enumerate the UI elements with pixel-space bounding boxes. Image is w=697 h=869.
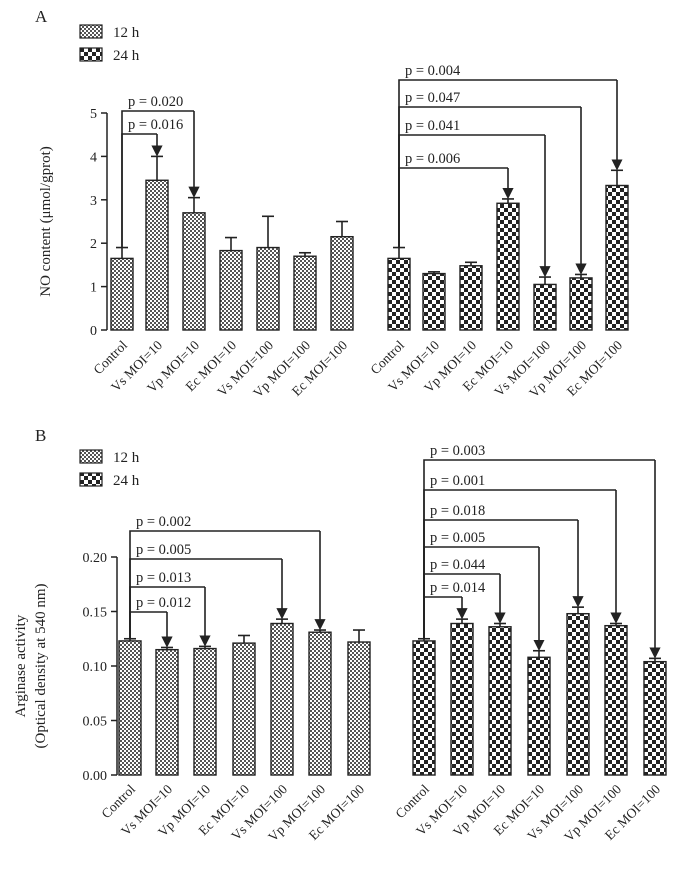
y-tick-label: 1 — [90, 281, 97, 296]
y-tick-label: 2 — [90, 237, 97, 252]
y-tick-label: 0.10 — [83, 660, 108, 675]
p-value-label: p = 0.005 — [136, 542, 191, 558]
legend-swatch-24h — [79, 47, 103, 62]
bar — [347, 641, 371, 776]
legend-label: 24 h — [113, 48, 140, 64]
y-axis-label: NO content (μmol/gprot) — [38, 146, 54, 297]
bar — [527, 656, 551, 776]
p-value-label: p = 0.041 — [405, 118, 460, 134]
bar — [330, 235, 354, 331]
comparison-bracket — [398, 167, 508, 248]
panel-label: A — [35, 7, 48, 26]
bar — [145, 179, 169, 331]
bar — [412, 640, 436, 776]
y-axis-label: Arginase activity — [13, 614, 29, 717]
bar — [193, 647, 217, 776]
p-value-label: p = 0.006 — [405, 151, 460, 167]
y-tick-label: 3 — [90, 194, 97, 209]
bar — [232, 642, 256, 776]
bar — [308, 631, 332, 776]
p-value-label: p = 0.014 — [430, 580, 486, 596]
bar — [182, 212, 206, 331]
y-tick-label: 0.20 — [83, 551, 108, 566]
y-tick-label: 4 — [90, 150, 97, 165]
y-tick-label: 0.15 — [83, 606, 108, 621]
legend-swatch-12h — [79, 24, 103, 39]
p-value-label: p = 0.018 — [430, 503, 485, 519]
p-value-label: p = 0.016 — [128, 117, 183, 133]
bar — [533, 283, 557, 331]
comparison-bracket — [129, 611, 167, 639]
y-axis-label-line2: (Optical density at 540 nm) — [33, 584, 49, 749]
bar — [118, 640, 142, 776]
p-value-label: p = 0.012 — [136, 595, 191, 611]
bar — [155, 648, 179, 776]
comparison-bracket — [129, 530, 320, 639]
y-tick-label: 0 — [90, 324, 97, 339]
y-tick-label: 0.05 — [83, 715, 108, 730]
p-value-label: p = 0.047 — [405, 90, 460, 106]
legend-swatch-24h — [79, 472, 103, 487]
bar — [110, 257, 134, 331]
bar — [569, 277, 593, 331]
p-value-label: p = 0.001 — [430, 473, 485, 489]
panel-label: B — [35, 426, 46, 445]
comparison-bracket — [423, 459, 655, 639]
comparison-bracket — [121, 110, 194, 248]
bar — [422, 272, 446, 331]
bar — [219, 249, 243, 331]
bar — [488, 626, 512, 776]
legend-label: 12 h — [113, 25, 140, 41]
bar — [604, 624, 628, 776]
legend-swatch-12h — [79, 449, 103, 464]
p-value-label: p = 0.013 — [136, 570, 191, 586]
bar — [450, 622, 474, 776]
p-value-label: p = 0.002 — [136, 514, 191, 530]
panel-b: B 12 h 24 h 0.00 0.05 0.10 0.15 0.20 Arginase ac… — [13, 426, 667, 844]
bar — [566, 612, 590, 776]
y-tick-label: 0.00 — [83, 769, 108, 784]
y-tick-label: 5 — [90, 107, 97, 122]
comparison-bracket — [398, 79, 617, 248]
p-value-label: p = 0.020 — [128, 94, 183, 110]
bar — [293, 255, 317, 331]
bar — [387, 257, 411, 331]
bar — [459, 265, 483, 331]
legend-label: 12 h — [113, 450, 140, 466]
p-value-label: p = 0.004 — [405, 63, 461, 79]
p-value-label: p = 0.044 — [430, 557, 486, 573]
legend-label: 24 h — [113, 473, 140, 489]
bar — [643, 660, 667, 776]
bar — [256, 246, 280, 331]
p-value-label: p = 0.003 — [430, 443, 485, 459]
bar — [270, 622, 294, 776]
p-value-label: p = 0.005 — [430, 530, 485, 546]
bar — [496, 202, 520, 331]
bar — [605, 184, 629, 331]
